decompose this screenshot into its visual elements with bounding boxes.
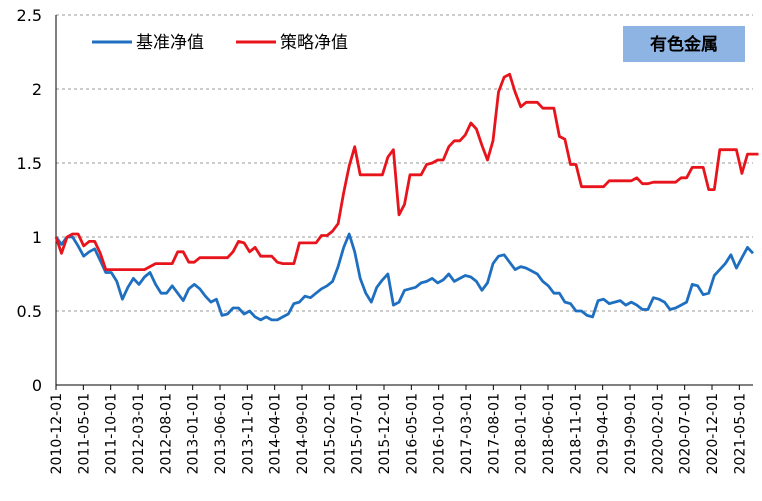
y-tick-label: 1.5 [17, 154, 42, 173]
legend-label: 基准净值 [136, 33, 204, 53]
y-tick-label: 0.5 [17, 302, 42, 321]
y-gridlines [56, 14, 753, 312]
annotation-text: 有色金属 [650, 34, 718, 55]
x-tick-label: 2012-03-01 [131, 393, 147, 474]
x-axis: 2010-12-01 2011-05-01 2011-10-01 2012-03-01… [49, 384, 753, 474]
x-tick-label: 2011-10-01 [104, 393, 120, 474]
x-tick-label: 2013-06-01 [213, 393, 229, 474]
sector-annotation: 有色金属 [623, 26, 745, 62]
y-tick-label: 2.5 [17, 6, 42, 25]
series-line-0 [54, 232, 755, 322]
x-tick-label: 2017-03-01 [459, 393, 475, 474]
annotation-box [623, 26, 745, 62]
x-tick-label: 2015-07-01 [350, 393, 366, 474]
x-tick-label: 2014-04-01 [268, 393, 284, 474]
x-tick-label: 2014-09-01 [295, 393, 311, 474]
x-tick-label: 2015-02-01 [322, 393, 338, 474]
x-tick-label: 2016-10-01 [432, 393, 448, 474]
x-tick-label: 2018-11-01 [568, 393, 584, 474]
x-tick-label: 2021-05-01 [732, 393, 748, 474]
x-tick-label: 2019-04-01 [596, 393, 612, 474]
x-tick-label: 2020-02-01 [650, 393, 666, 474]
legend-label: 策略净值 [280, 33, 348, 53]
x-tick-label: 2013-01-01 [186, 393, 202, 474]
x-tick-label: 2017-08-01 [486, 393, 502, 474]
series-line-1 [54, 72, 759, 272]
legend: 基准净值 策略净值 [92, 33, 348, 53]
x-tick-label: 2020-12-01 [705, 393, 721, 474]
x-tick-label: 2019-09-01 [623, 393, 639, 474]
y-tick-label: 1 [32, 228, 42, 247]
x-tick-label: 2013-11-01 [240, 393, 256, 474]
x-tick-label: 2018-06-01 [541, 393, 557, 474]
y-axis: 0 0.5 1 1.5 2 2.5 [17, 6, 57, 395]
x-tick-label: 2020-07-01 [678, 393, 694, 474]
x-tick-label: 2010-12-01 [49, 393, 65, 474]
x-tick-label: 2018-01-01 [514, 393, 530, 474]
x-tick-label: 2016-05-01 [404, 393, 420, 474]
series-lines [54, 72, 759, 322]
x-tick-label: 2012-08-01 [158, 393, 174, 474]
x-tick-label: 2015-12-01 [377, 393, 393, 474]
x-tick-label: 2011-05-01 [76, 393, 92, 474]
y-tick-label: 2 [32, 80, 42, 99]
y-tick-label: 0 [32, 376, 42, 395]
